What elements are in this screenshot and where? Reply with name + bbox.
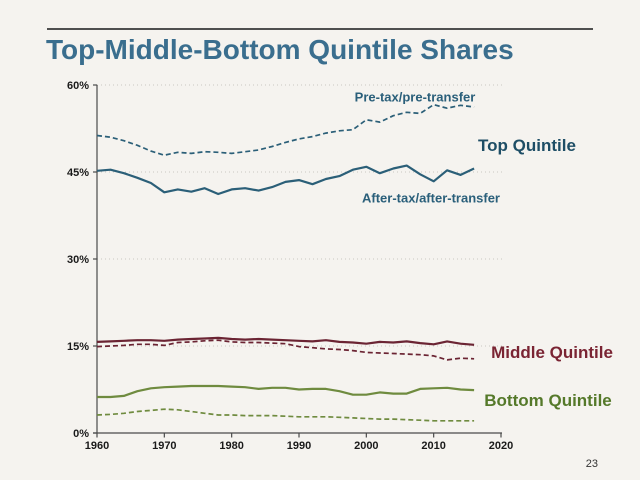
x-tick-label: 2010 (421, 440, 445, 452)
slide-title: Top-Middle-Bottom Quintile Shares (46, 34, 514, 65)
x-tick-label: 1990 (287, 440, 311, 452)
y-tick-label: 15% (67, 341, 89, 353)
y-tick-label: 30% (67, 254, 89, 266)
x-tick-label: 2020 (489, 440, 513, 452)
y-tick-label: 60% (67, 80, 89, 92)
aftertax-line-label: After-tax/after-transfer (362, 190, 500, 206)
header-rule (47, 28, 593, 30)
series-line-middle-quintile-aftertax (96, 336, 475, 346)
series-line-middle-quintile-pretax (96, 339, 475, 361)
x-tick-label: 1970 (152, 440, 176, 452)
series-line-top-quintile-pretax (96, 103, 475, 157)
slide-page-number: 23 (585, 458, 598, 470)
x-tick-label: 1960 (85, 440, 109, 452)
x-tick-label: 1980 (219, 440, 243, 452)
middle-quintile-label: Middle Quintile (491, 343, 613, 362)
y-tick-label: 0% (73, 428, 89, 440)
bottom-quintile-label: Bottom Quintile (484, 391, 612, 410)
series-line-top-quintile-aftertax (96, 164, 475, 196)
y-tick-label: 45% (67, 167, 89, 179)
series-line-bottom-quintile-aftertax (97, 384, 475, 399)
top-quintile-label: Top Quintile (478, 136, 576, 155)
series-line-bottom-quintile-pretax (96, 408, 475, 422)
x-tick-label: 2000 (354, 440, 378, 452)
pretax-line-label: Pre-tax/pre-transfer (354, 89, 476, 105)
